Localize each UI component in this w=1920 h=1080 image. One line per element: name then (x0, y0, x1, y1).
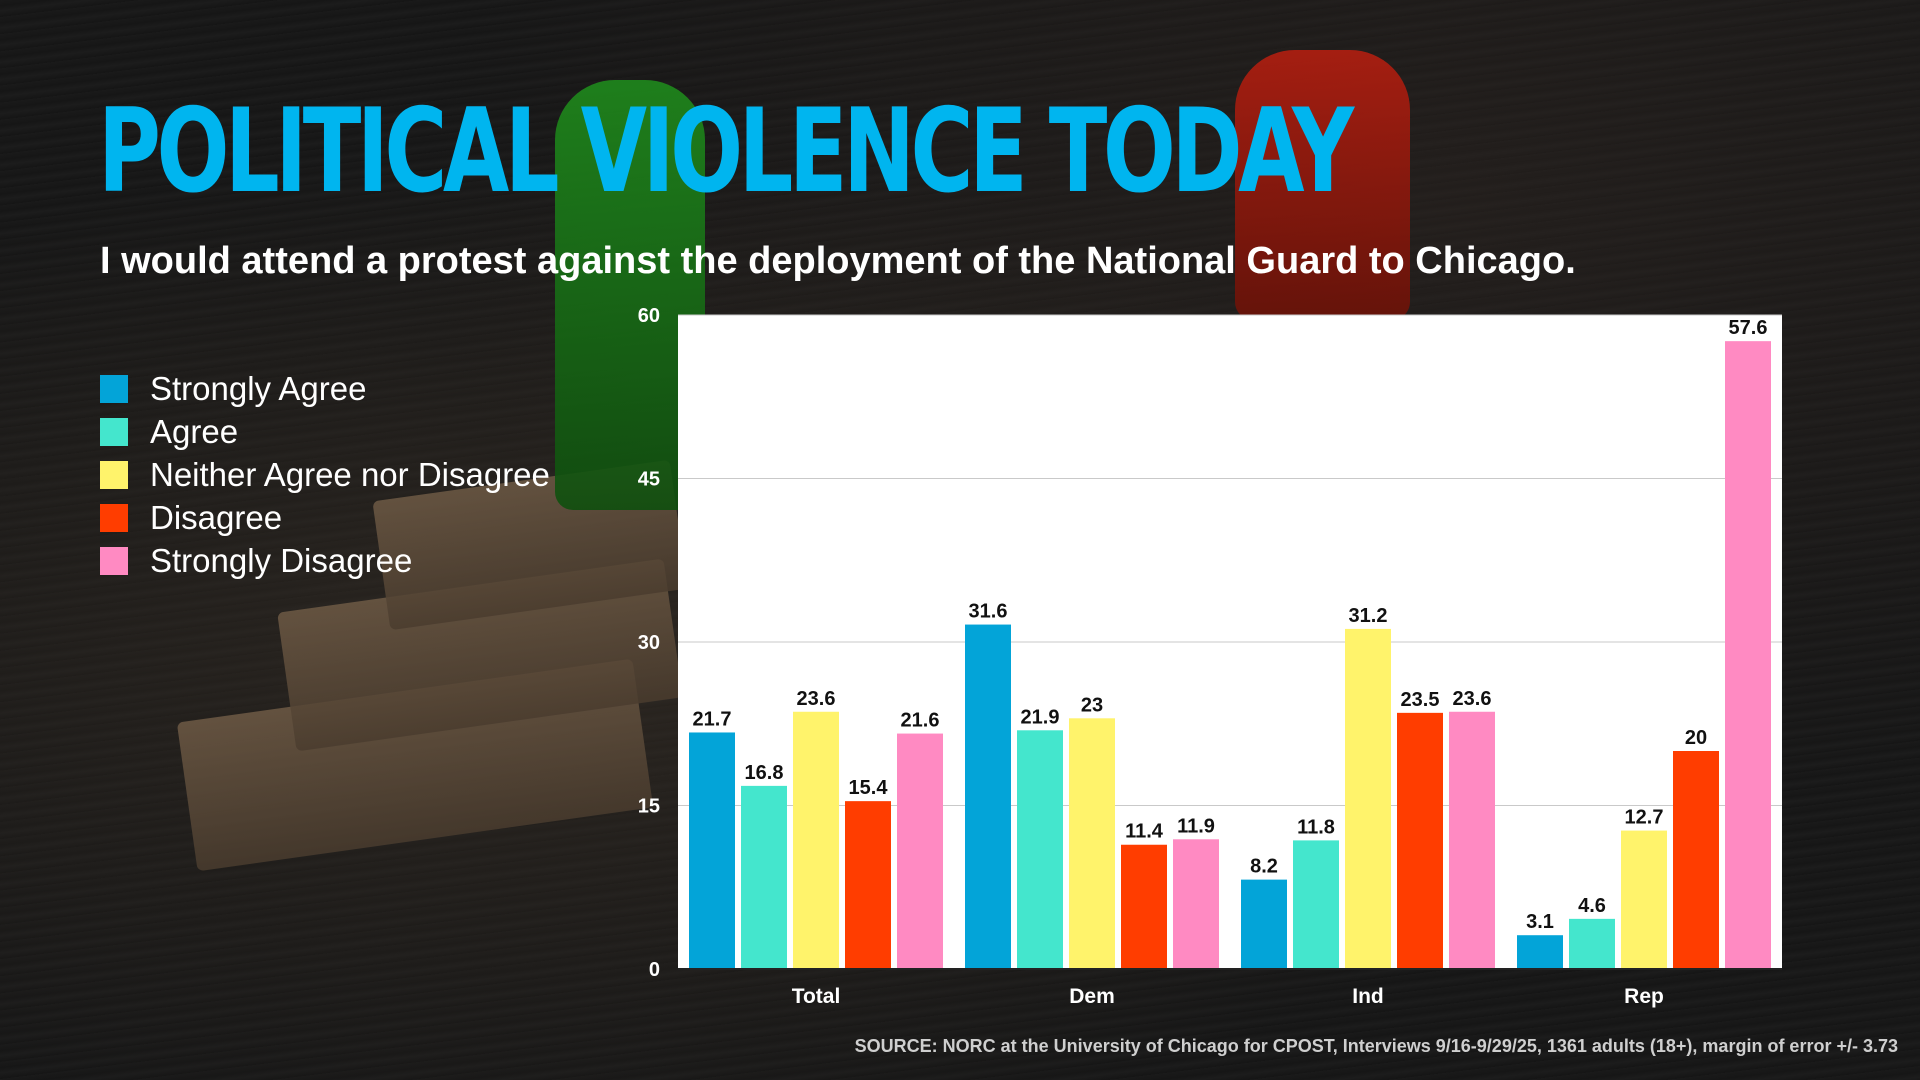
legend-swatch-disagree (100, 503, 128, 532)
bar-agree-total (741, 785, 787, 969)
bar-disagree-total (845, 801, 891, 969)
bar-strongly-agree-rep (1517, 935, 1563, 969)
legend-item-disagree: Disagree (100, 496, 550, 539)
data-label: 11.4 (1125, 821, 1164, 843)
bar-strongly-agree-dem (965, 624, 1011, 969)
data-label: 21.7 (693, 708, 732, 730)
x-tick-label: Total (792, 985, 841, 1008)
legend-label: Strongly Agree (150, 369, 367, 407)
legend-label: Strongly Disagree (150, 541, 413, 579)
bar-neither-agree-nor-disagree-total (793, 711, 839, 969)
data-label: 21.6 (901, 710, 940, 732)
legend-swatch-strongly-disagree (100, 546, 128, 575)
data-label: 8.2 (1250, 856, 1278, 878)
bar-disagree-ind (1397, 712, 1443, 969)
data-label: 23.5 (1401, 689, 1440, 711)
legend-item-neither: Neither Agree nor Disagree (100, 453, 550, 496)
bar-disagree-rep (1673, 751, 1719, 969)
legend-label: Disagree (150, 498, 283, 536)
x-tick-label: Rep (1624, 985, 1664, 1008)
bar-strongly-agree-ind (1241, 879, 1287, 969)
legend-label: Agree (150, 412, 239, 450)
source-note: SOURCE: NORC at the University of Chicag… (854, 1036, 1898, 1056)
bar-strongly-disagree-dem (1173, 839, 1219, 969)
y-tick-label: 45 (638, 469, 660, 491)
data-label: 12.7 (1625, 807, 1664, 829)
bar-agree-ind (1293, 840, 1339, 969)
bar-neither-agree-nor-disagree-ind (1345, 628, 1391, 969)
bar-neither-agree-nor-disagree-rep (1621, 830, 1667, 969)
legend-swatch-agree (100, 417, 128, 446)
x-tick-label: Dem (1069, 985, 1115, 1008)
y-tick-label: 30 (638, 632, 660, 654)
bar-strongly-agree-total (689, 732, 735, 969)
data-label: 21.9 (1021, 706, 1060, 728)
x-tick-label: Ind (1352, 985, 1384, 1008)
legend-swatch-strongly-agree (100, 374, 128, 403)
data-label: 11.9 (1177, 815, 1215, 837)
data-label: 3.1 (1526, 911, 1554, 933)
chart-legend: Strongly Agree Agree Neither Agree nor D… (100, 367, 550, 582)
background-red-figure (1235, 50, 1410, 320)
bar-agree-dem (1017, 730, 1063, 969)
data-label: 20 (1685, 727, 1707, 749)
data-label: 15.4 (849, 777, 889, 799)
page-title: POLITICAL VIOLENCE TODAY (98, 84, 1354, 219)
y-tick-label: 15 (638, 796, 660, 818)
chart-subtitle: I would attend a protest against the dep… (100, 240, 1576, 282)
y-tick-label: 0 (649, 959, 660, 981)
legend-swatch-neither (100, 460, 128, 489)
bar-disagree-dem (1121, 844, 1167, 969)
data-label: 23.6 (1453, 688, 1492, 710)
legend-label: Neither Agree nor Disagree (150, 455, 550, 493)
legend-item-agree: Agree (100, 410, 550, 453)
bar-strongly-disagree-ind (1449, 711, 1495, 969)
bar-neither-agree-nor-disagree-dem (1069, 718, 1115, 969)
data-label: 23.6 (797, 688, 836, 710)
data-label: 23 (1081, 694, 1103, 716)
data-label: 16.8 (745, 762, 784, 784)
legend-item-strongly-disagree: Strongly Disagree (100, 539, 550, 582)
bar-agree-rep (1569, 918, 1615, 969)
y-tick-label: 60 (638, 305, 660, 327)
bar-strongly-disagree-total (897, 733, 943, 969)
bar-strongly-disagree-rep (1725, 341, 1771, 969)
data-label: 31.2 (1349, 605, 1388, 627)
data-label: 4.6 (1578, 895, 1606, 917)
legend-item-strongly-agree: Strongly Agree (100, 367, 550, 410)
data-label: 31.6 (969, 601, 1008, 623)
data-label: 11.8 (1297, 816, 1335, 838)
data-label: 57.6 (1729, 317, 1768, 339)
